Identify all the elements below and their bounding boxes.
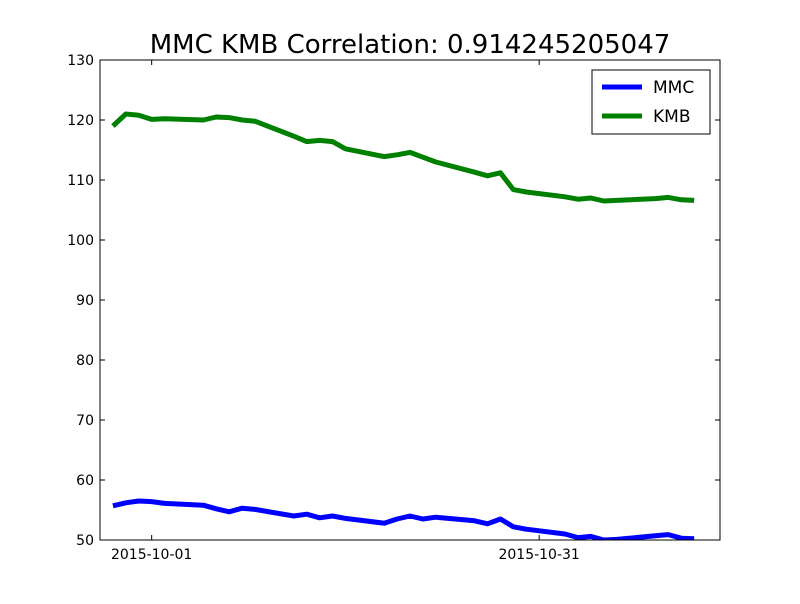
y-tick-label: 50 xyxy=(76,533,94,549)
y-tick-label: 60 xyxy=(76,473,94,489)
series-line-mmc xyxy=(112,498,695,540)
y-tick-label: 90 xyxy=(76,293,94,309)
chart-title: MMC KMB Correlation: 0.914245205047 xyxy=(150,30,671,60)
y-tick-label: 80 xyxy=(76,353,94,369)
x-tick-label: 2015-10-31 xyxy=(498,547,579,563)
legend-label-kmb: KMB xyxy=(653,107,690,127)
legend-box xyxy=(591,69,711,135)
x-tick-label: 2015-10-01 xyxy=(111,547,192,563)
y-tick-label: 100 xyxy=(67,233,94,249)
plot-area xyxy=(111,111,695,540)
y-tick-label: 110 xyxy=(67,173,94,189)
series-line-kmb xyxy=(111,111,695,204)
y-tick-label: 130 xyxy=(67,53,94,69)
legend: MMC KMB xyxy=(591,69,711,135)
legend-label-mmc: MMC xyxy=(653,78,694,98)
y-tick-label: 120 xyxy=(67,113,94,129)
y-tick-label: 70 xyxy=(76,413,94,429)
axes: 50 60 70 80 90 100 110 120 130 2015-10-01 2015-10-… xyxy=(67,53,721,563)
